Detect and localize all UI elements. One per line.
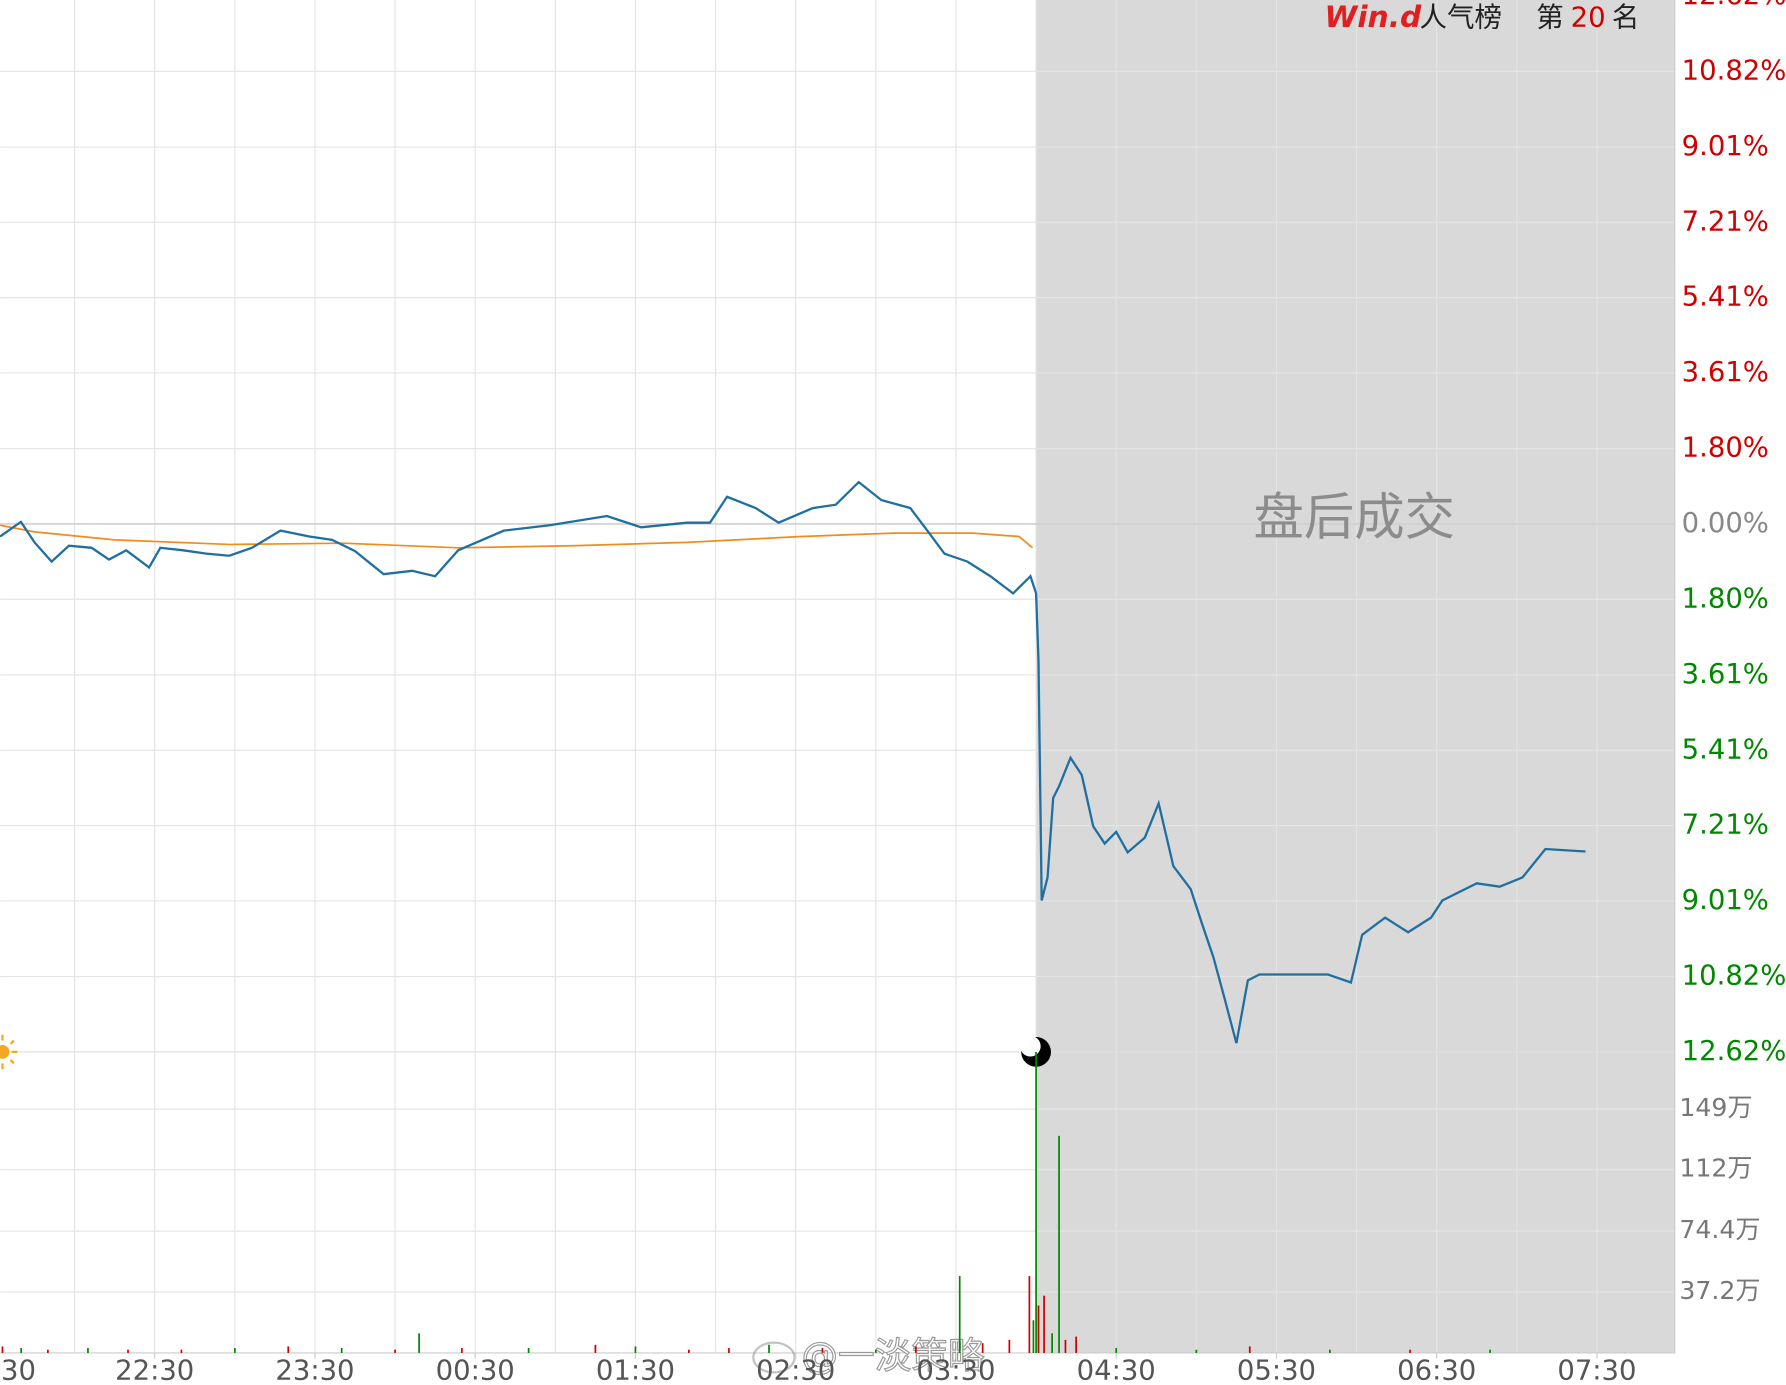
volume-bar	[1008, 1339, 1011, 1353]
volume-bar	[768, 1344, 770, 1353]
volume-bar	[1075, 1336, 1077, 1353]
y-tick-label: 12.62%	[1682, 1036, 1786, 1067]
volume-tick-label: 74.4万	[1679, 1215, 1760, 1244]
y-tick-label: 3.61%	[1682, 659, 1769, 690]
volume-bar	[634, 1346, 637, 1353]
volume-bar	[981, 1343, 984, 1353]
y-tick-label: 5.41%	[1682, 282, 1769, 313]
volume-bar	[1195, 1349, 1198, 1353]
x-tick-label: 03:30	[916, 1355, 995, 1385]
y-tick-label: 0.00%	[1682, 508, 1769, 539]
volume-bar	[688, 1349, 690, 1353]
volume-bar	[1064, 1339, 1067, 1353]
y-tick-label: 1.80%	[1682, 583, 1769, 614]
weibo-logo	[752, 1341, 796, 1374]
x-tick-label: 30	[1, 1355, 36, 1385]
volume-bar	[594, 1344, 597, 1353]
y-tick-label: 9.01%	[1682, 885, 1769, 916]
volume-bar	[1489, 1349, 1491, 1353]
y-tick-label: 10.82%	[1682, 55, 1786, 86]
x-tick-label: 22:30	[115, 1355, 194, 1385]
volume-bar	[1115, 1348, 1118, 1353]
rank: 20	[1571, 2, 1606, 33]
grid	[0, 0, 1676, 1354]
x-tick-label: 07:30	[1557, 1355, 1636, 1385]
y-tick-label: 7.21%	[1682, 810, 1769, 841]
line-average	[0, 524, 1034, 549]
volume-tick-label: 37.2万	[1679, 1276, 1760, 1305]
volume-bar	[527, 1348, 530, 1353]
volume-bar	[1051, 1333, 1053, 1353]
y-tick-label: 7.21%	[1682, 206, 1769, 237]
volume-bar	[460, 1348, 463, 1353]
y-tick-label: 3.61%	[1682, 357, 1769, 388]
volume-bar	[47, 1349, 49, 1353]
volume-bar	[20, 1348, 23, 1353]
rank-title: 人气榜	[1420, 2, 1502, 33]
volume-bar	[340, 1348, 343, 1353]
volume-bar	[1409, 1349, 1411, 1353]
volume-bar	[1035, 1051, 1037, 1353]
x-tick-label: 06:30	[1397, 1355, 1476, 1385]
volume-bar	[1058, 1135, 1060, 1353]
watermark: @一淡策略	[801, 1334, 984, 1377]
volume-bar	[233, 1348, 236, 1353]
y-tick-label: 12.62%	[1682, 0, 1786, 11]
volume-bar	[87, 1348, 89, 1353]
rank-suffix: 名	[1612, 2, 1639, 33]
y-tick-label: 9.01%	[1682, 131, 1769, 162]
volume-bar	[127, 1349, 129, 1353]
volume-bar	[1032, 1320, 1035, 1353]
volume-tick-label: 149万	[1679, 1093, 1752, 1122]
volume-bar	[180, 1349, 183, 1353]
y-tick-label: 1.80%	[1682, 433, 1769, 464]
volume-tick-label: 112万	[1679, 1154, 1752, 1183]
volume-bar	[958, 1276, 961, 1353]
line-price	[0, 480, 1586, 1044]
session-label: 盘后成交	[1254, 487, 1455, 546]
x-tick-label: 01:30	[596, 1355, 675, 1385]
volume-bar	[287, 1346, 290, 1353]
volume-bar	[874, 1349, 877, 1353]
volume-bar	[915, 1346, 917, 1353]
volume-bar	[1028, 1276, 1031, 1353]
y-tick-label: 10.82%	[1682, 961, 1786, 992]
volume-bar	[1037, 1305, 1040, 1353]
x-tick-label: 05:30	[1237, 1355, 1316, 1385]
x-tick-label: 02:30	[756, 1355, 835, 1385]
volume-bar	[1248, 1346, 1251, 1353]
volume-bar	[418, 1333, 420, 1353]
volume-bar	[1043, 1295, 1045, 1353]
volume-bar	[728, 1348, 730, 1353]
after-hours-zone	[1036, 0, 1675, 1353]
volume-bar	[1, 1346, 4, 1353]
x-tick-label: 23:30	[275, 1355, 354, 1385]
x-tick-label: 00:30	[436, 1355, 515, 1385]
volume-bar	[1329, 1349, 1331, 1353]
volume-bar	[394, 1349, 396, 1353]
brand: Win.d	[1325, 0, 1422, 35]
volume-bar	[821, 1348, 824, 1353]
rank-prefix: 第	[1536, 2, 1563, 33]
x-tick-label: 04:30	[1077, 1355, 1156, 1385]
sun-icon	[0, 1034, 18, 1070]
y-tick-label: 5.41%	[1682, 734, 1769, 765]
